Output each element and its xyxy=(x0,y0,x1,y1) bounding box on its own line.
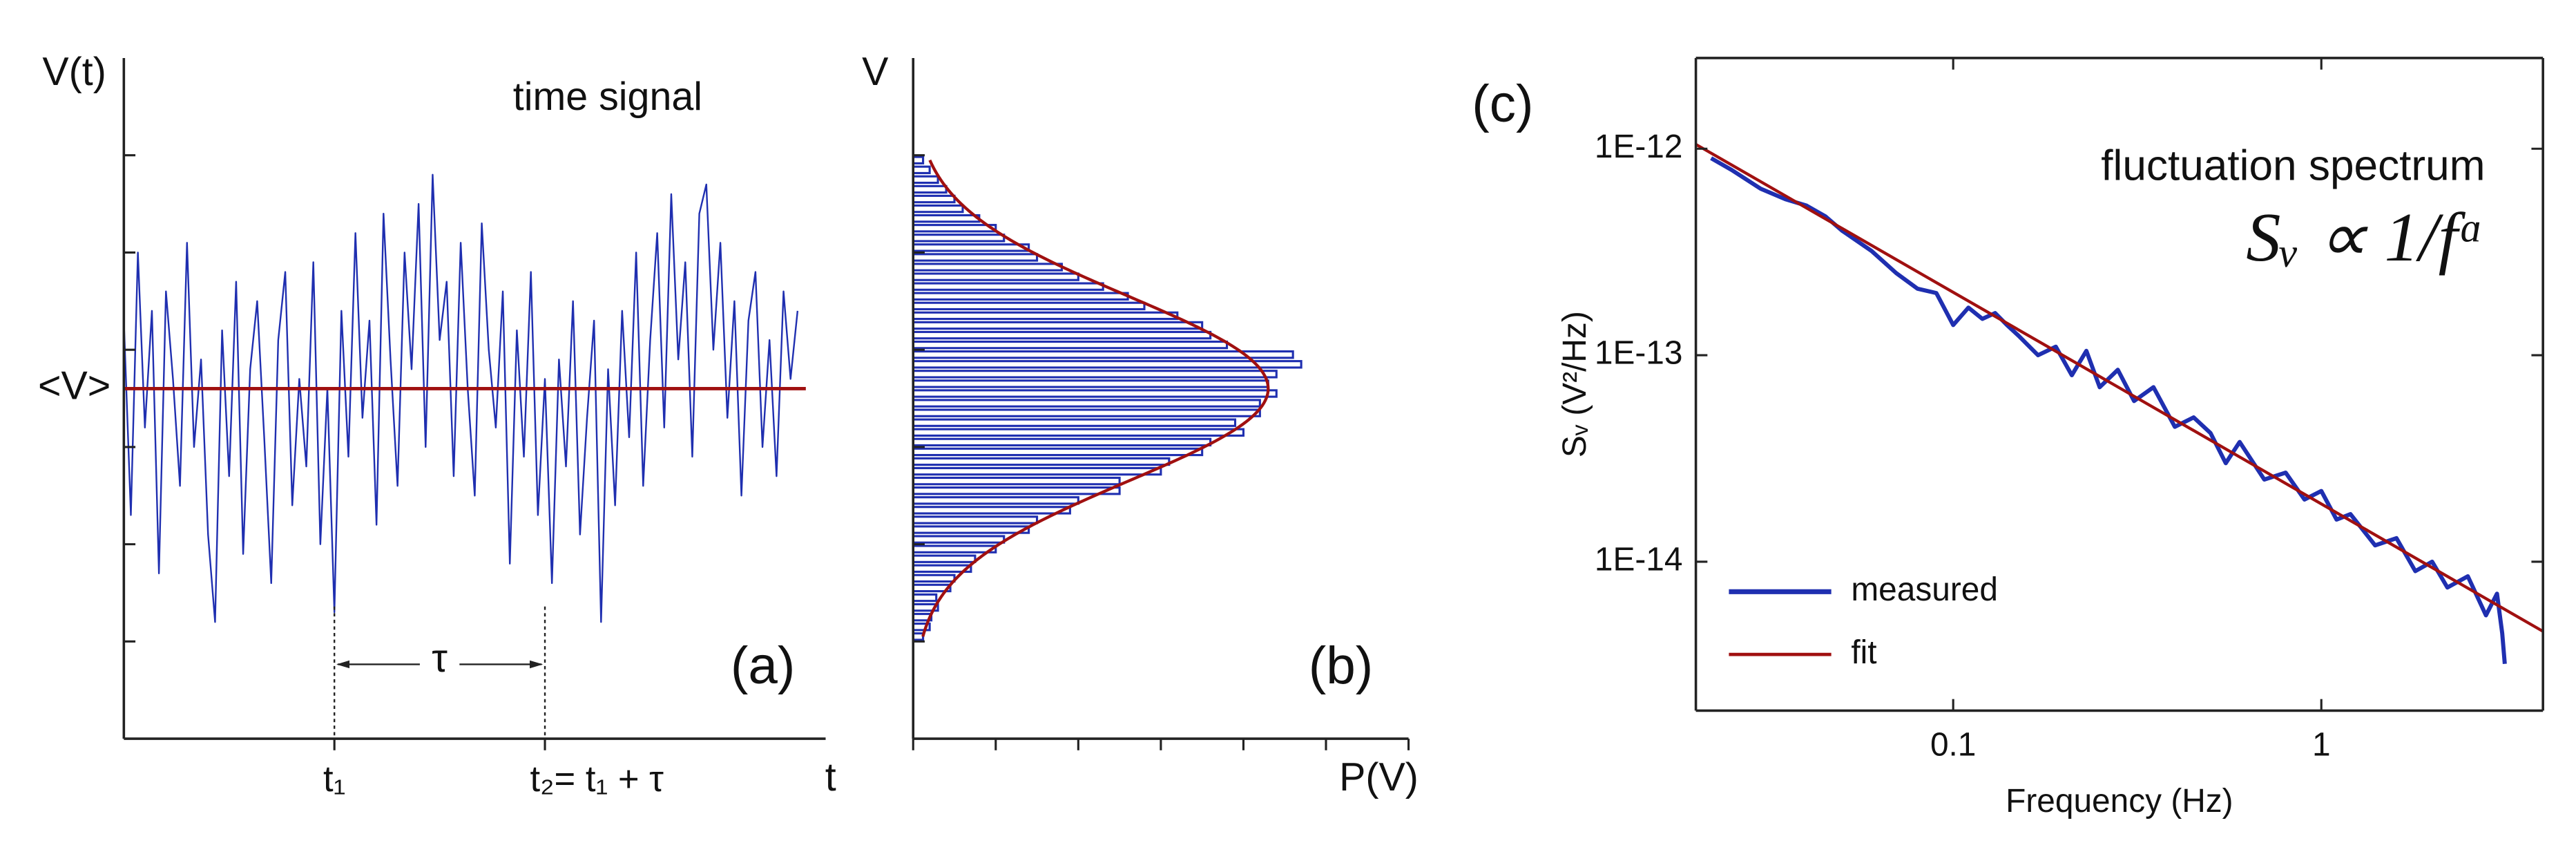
hist-bar xyxy=(912,525,1030,534)
x-axis-label: Frequency (Hz) xyxy=(2006,783,2233,820)
panel-label: (a) xyxy=(731,636,796,695)
hist-bar xyxy=(912,204,964,214)
hist-bar xyxy=(912,486,1121,495)
hist-bar xyxy=(912,428,1244,437)
signal-line xyxy=(123,173,799,623)
x-axis-label: t xyxy=(825,755,836,799)
hist-bar xyxy=(912,370,1278,379)
x-axis-label: P(V) xyxy=(1339,755,1419,799)
series-line xyxy=(1695,143,2544,633)
chart-title: time signal xyxy=(513,75,702,119)
hist-bar xyxy=(912,272,1079,281)
x-tick-label: 1 xyxy=(2312,727,2331,764)
mean-label: <V> xyxy=(38,364,110,408)
hist-bar xyxy=(912,389,1278,398)
y-axis-label: V(t) xyxy=(42,50,106,94)
hist-bar xyxy=(912,184,948,194)
y-axis-label: V xyxy=(862,50,889,94)
hist-bar xyxy=(912,506,1071,515)
hist-bar xyxy=(912,515,1039,524)
hist-bar xyxy=(912,466,1162,476)
hist-bar xyxy=(912,379,1269,388)
hist-bar xyxy=(912,155,925,164)
hist-bar xyxy=(912,330,1212,340)
y-tick-label: 1E-12 xyxy=(1595,129,1683,165)
hist-bar xyxy=(912,311,1179,321)
hist-bar xyxy=(912,399,1261,408)
hist-bar xyxy=(912,496,1079,505)
hist-bar xyxy=(912,243,1030,252)
hist-bar xyxy=(912,476,1121,486)
x-tick-label: t₂= t₁ + τ xyxy=(530,759,664,799)
hist-bar xyxy=(912,224,997,233)
x-tick-label: 0.1 xyxy=(1930,727,1976,764)
legend-label: fit xyxy=(1851,634,1876,671)
panel-label: (b) xyxy=(1309,636,1374,695)
hist-bar xyxy=(912,544,997,553)
fit-curve xyxy=(921,159,1270,637)
hist-bar xyxy=(912,418,1237,427)
hist-bar xyxy=(912,408,1261,417)
hist-bar xyxy=(912,175,939,184)
hist-bar xyxy=(912,340,1229,350)
legend-label: measured xyxy=(1851,571,1998,608)
hist-bar xyxy=(912,554,977,563)
chart-title: fluctuation spectrum xyxy=(2101,142,2485,190)
hist-bar xyxy=(912,574,956,583)
tau-gap xyxy=(419,647,460,681)
hist-bar xyxy=(912,214,981,223)
hist-bar xyxy=(912,282,1104,291)
panel-label: (c) xyxy=(1472,75,1533,133)
y-tick-label: 1E-14 xyxy=(1595,542,1683,578)
hist-bar xyxy=(912,447,1204,457)
hist-bar xyxy=(912,301,1146,311)
hist-bar xyxy=(912,234,1006,243)
hist-bar xyxy=(912,437,1212,447)
hist-bar xyxy=(912,194,956,204)
series-line xyxy=(1710,156,2507,665)
y-axis-label: Sᵥ (V²/Hz) xyxy=(1557,311,1593,457)
hist-bar xyxy=(912,457,1171,466)
hist-bar xyxy=(912,253,1039,262)
hist-bar xyxy=(912,535,1006,544)
hist-bar xyxy=(912,165,931,175)
hist-bar xyxy=(912,360,1303,369)
hist-bar xyxy=(912,350,1294,359)
x-tick-label: t₁ xyxy=(323,759,345,799)
hist-bar xyxy=(912,632,925,641)
annotation: Sᵥ ∝ 1/fᵅ xyxy=(2246,199,2485,276)
hist-bar xyxy=(912,593,938,603)
hist-bar xyxy=(912,263,1063,272)
y-tick-label: 1E-13 xyxy=(1595,335,1683,372)
hist-bar xyxy=(912,292,1129,301)
hist-bar xyxy=(912,321,1204,330)
tau-label: τ xyxy=(432,636,448,681)
